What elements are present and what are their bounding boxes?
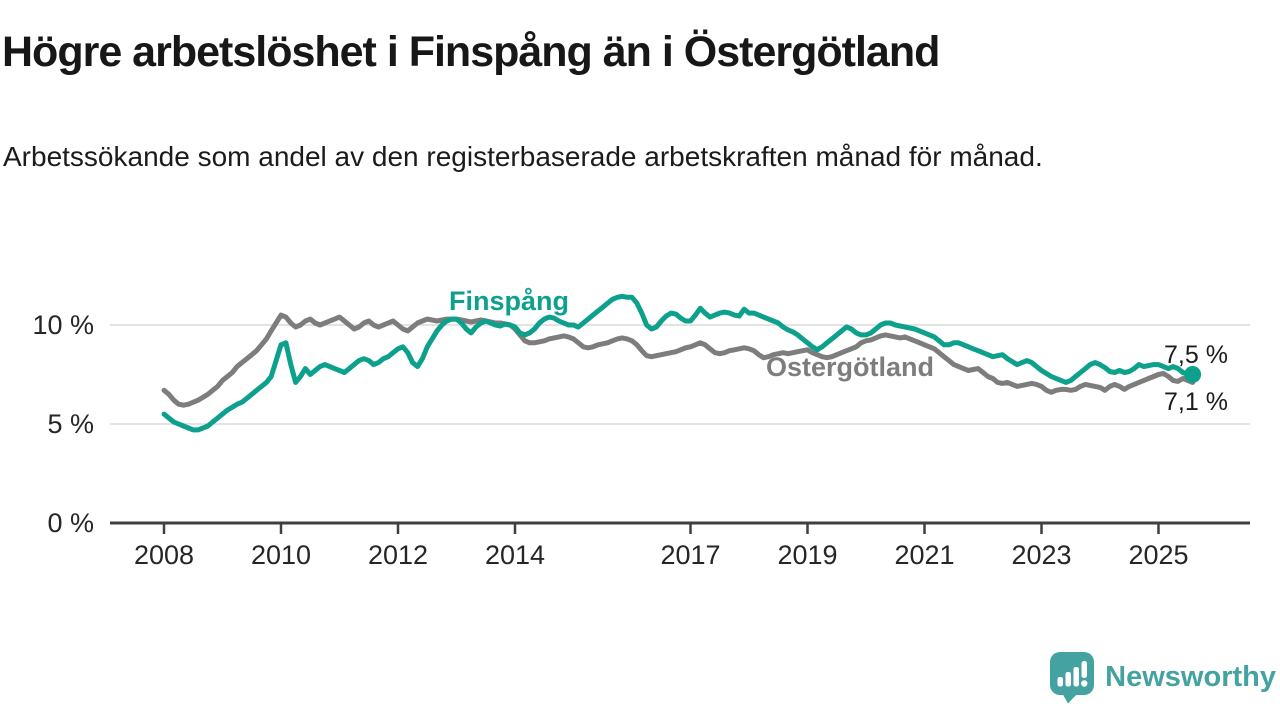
x-tick-label: 2023 xyxy=(1011,540,1071,570)
series-label-ostergotland: Östergötland xyxy=(765,352,934,382)
y-tick-label: 5 % xyxy=(47,409,94,439)
series-label-finspang: Finspång xyxy=(449,286,569,316)
x-tick-label: 2014 xyxy=(485,540,545,570)
finspang-line xyxy=(161,293,1196,433)
y-tick-label: 10 % xyxy=(32,310,94,340)
brand-name: Newsworthy xyxy=(1105,661,1276,693)
ostergotland-end-value: 7,1 % xyxy=(1164,388,1228,416)
newsworthy-logo-icon xyxy=(1050,652,1095,704)
chart-title: Högre arbetslöshet i Finspång än i Öster… xyxy=(2,28,940,76)
chart-subtitle: Arbetssökande som andel av den registerb… xyxy=(3,141,1043,172)
x-tick-label: 2025 xyxy=(1128,540,1188,570)
y-tick-label: 0 % xyxy=(47,508,94,538)
x-tick-label: 2017 xyxy=(660,540,720,570)
finspang-end-value: 7,5 % xyxy=(1164,341,1228,369)
x-tick-label: 2010 xyxy=(251,540,311,570)
x-tick-label: 2021 xyxy=(894,540,954,570)
x-tick-label: 2008 xyxy=(134,540,194,570)
ostergotland-line xyxy=(161,312,1196,408)
brand-footer: Newsworthy xyxy=(1049,651,1276,704)
x-tick-label: 2012 xyxy=(368,540,428,570)
x-tick-label: 2019 xyxy=(777,540,837,570)
latest-value-dot xyxy=(1184,366,1202,383)
